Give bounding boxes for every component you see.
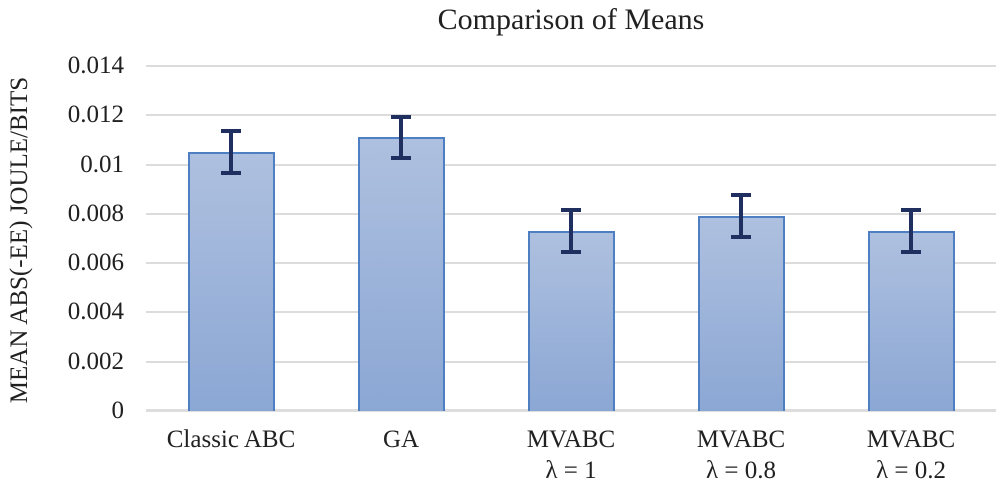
gridline <box>146 163 996 166</box>
y-tick-label: 0.012 <box>67 101 124 129</box>
error-bar-cap <box>901 250 921 255</box>
error-bar-line <box>909 210 913 253</box>
error-bar-cap <box>731 193 751 198</box>
error-bar-cap <box>221 171 241 176</box>
error-bar-line <box>229 131 233 174</box>
error-bar-cap <box>561 250 581 255</box>
x-category-label: MVABC λ = 0.2 <box>866 426 956 484</box>
error-bar-line <box>739 195 743 238</box>
y-tick-label: 0.01 <box>80 150 124 178</box>
bar-2 <box>357 137 445 411</box>
y-tick-label: 0.006 <box>67 249 124 277</box>
x-category-label: MVABC λ = 1 <box>526 426 616 484</box>
x-category-labels: Classic ABC GA MVABC λ = 1 MVABC λ = 0.8 MVA… <box>146 424 996 488</box>
error-bar-cap <box>561 208 581 213</box>
bar-3 <box>527 231 615 411</box>
gridline <box>146 114 996 117</box>
y-tick-label: 0 <box>111 397 125 424</box>
error-bar-cap <box>221 129 241 134</box>
bar-5 <box>867 231 955 411</box>
bar-4 <box>697 216 785 411</box>
gridline <box>146 65 996 67</box>
error-bar-cap <box>731 235 751 240</box>
y-tick-label: 0.008 <box>67 199 124 227</box>
y-tick-label: 0.002 <box>67 347 124 375</box>
x-category-label: GA <box>382 426 420 453</box>
x-category-label: Classic ABC <box>166 426 296 453</box>
error-bar-line <box>399 116 403 159</box>
chart-title: Comparison of Means <box>437 3 705 36</box>
y-tick-labels: 0 0.002 0.004 0.006 0.008 0.01 0.012 0.014 <box>0 52 124 424</box>
y-tick-label: 0.014 <box>67 52 124 79</box>
bar-1 <box>187 152 275 411</box>
error-bar-cap <box>391 156 411 161</box>
error-bar-cap <box>901 208 921 213</box>
y-tick-label: 0.004 <box>67 298 124 326</box>
x-category-label: MVABC λ = 0.8 <box>696 426 786 484</box>
plot-area <box>146 65 996 412</box>
error-bar-line <box>569 210 573 253</box>
error-bar-cap <box>391 114 411 119</box>
